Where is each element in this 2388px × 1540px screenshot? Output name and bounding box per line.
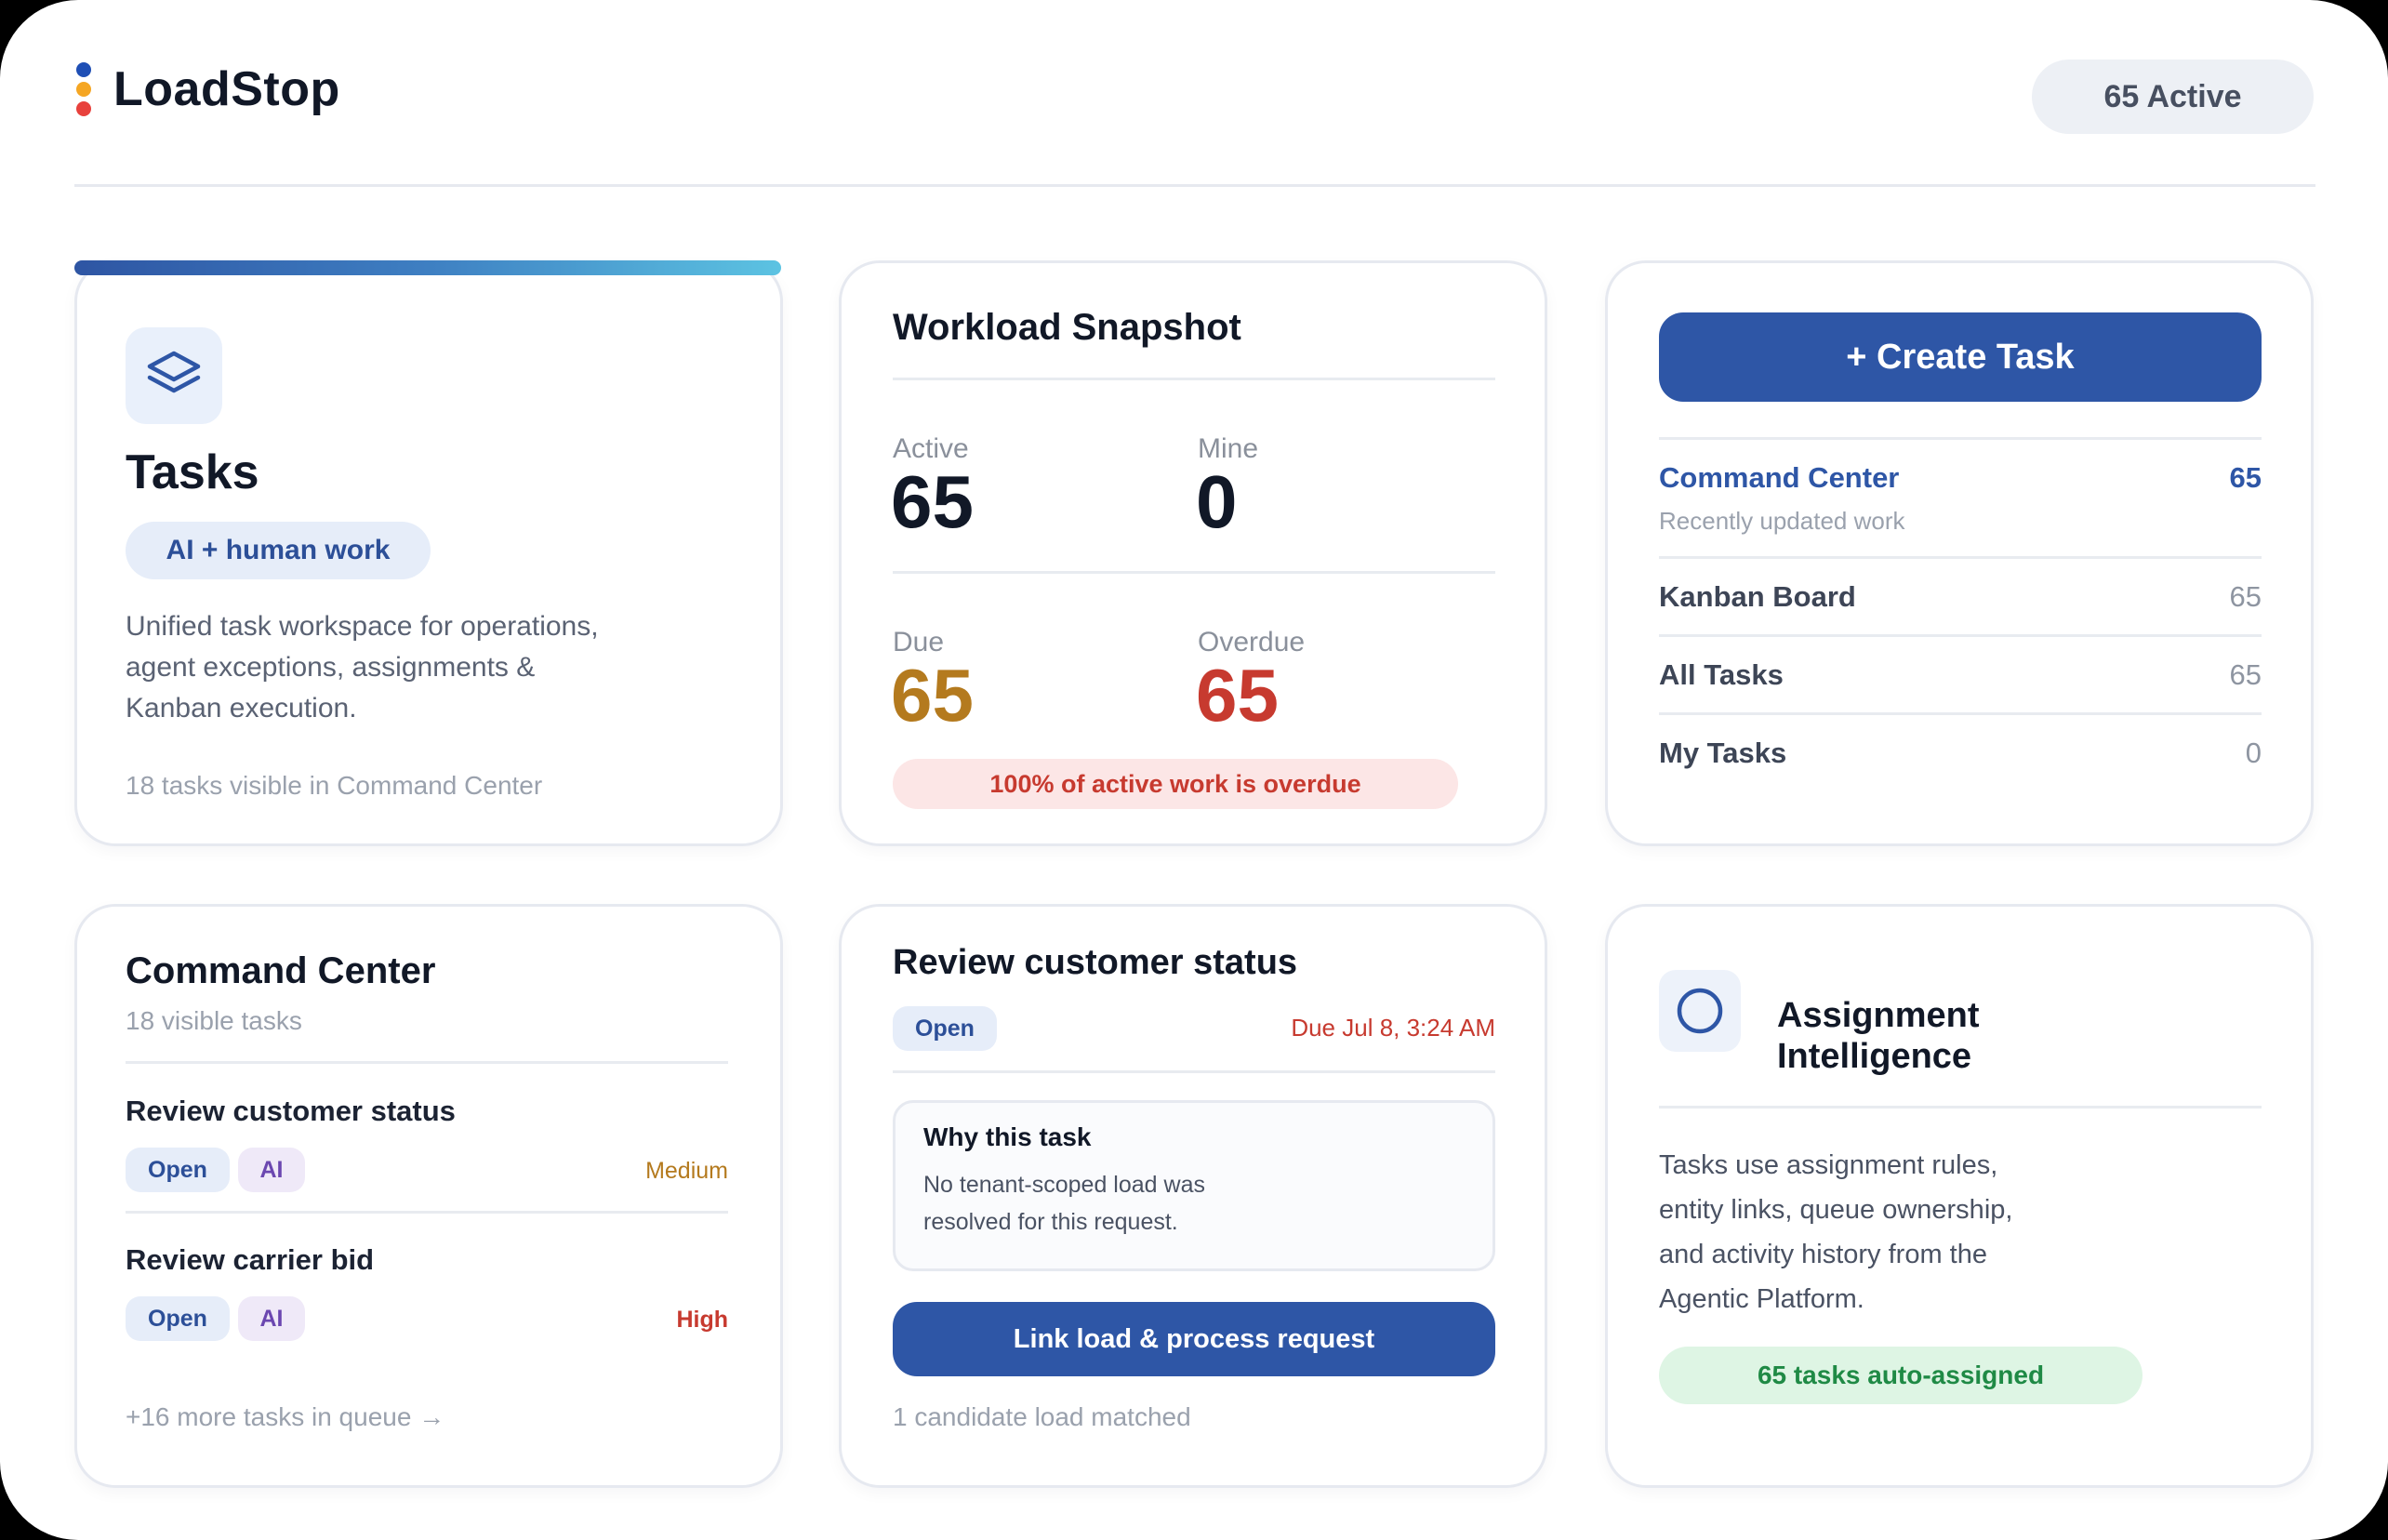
- stat-active-value: 65: [891, 460, 974, 543]
- more-tasks-link[interactable]: +16 more tasks in queue →: [126, 1402, 445, 1431]
- task-row-divider: [126, 1211, 728, 1214]
- auto-assigned-pill: 65 tasks auto-assigned: [1659, 1347, 2143, 1404]
- stat-overdue-label: Overdue: [1198, 627, 1306, 657]
- stat-active-label: Active: [893, 433, 969, 464]
- nav-item-kanban-board[interactable]: Kanban Board 65: [1659, 580, 2262, 614]
- nav-item-subtitle: Recently updated work: [1659, 507, 1905, 535]
- tasks-card-accent-bar: [74, 260, 781, 275]
- stat-mine-label: Mine: [1198, 433, 1259, 464]
- nav-item-label: Kanban Board: [1659, 580, 1856, 613]
- task-status-tag: Open: [126, 1148, 230, 1192]
- nav-item-count: 65: [2229, 461, 2262, 494]
- assignment-description: Tasks use assignment rules, entity links…: [1659, 1150, 2013, 1314]
- assignment-divider: [1659, 1106, 2262, 1109]
- nav-item-label: Command Center: [1659, 461, 1900, 494]
- nav-item-my-tasks[interactable]: My Tasks 0: [1659, 737, 2262, 770]
- task-ai-tag: AI: [238, 1148, 305, 1192]
- task-status-tag: Open: [126, 1296, 230, 1341]
- overdue-alert-pill: 100% of active work is overdue: [893, 759, 1458, 809]
- why-title: Why this task: [923, 1122, 1092, 1151]
- tasks-title: Tasks: [126, 445, 259, 499]
- nav-divider-0: [1659, 437, 2262, 440]
- tasks-description: Unified task workspace for operations, a…: [126, 611, 599, 724]
- nav-item-all-tasks[interactable]: All Tasks 65: [1659, 658, 2262, 692]
- logo-mark-icon: [76, 62, 91, 116]
- task-detail-title: Review customer status: [893, 943, 1298, 982]
- app-logo[interactable]: LoadStop: [76, 61, 340, 117]
- task-detail-divider: [893, 1070, 1495, 1073]
- logo-dot-red: [76, 101, 91, 116]
- stat-due-value: 65: [891, 654, 974, 737]
- workload-divider-mid: [893, 571, 1495, 574]
- why-this-task-box: [893, 1100, 1495, 1271]
- header-divider: [74, 184, 2315, 187]
- tasks-chip: AI + human work: [126, 522, 431, 579]
- nav-divider-1: [1659, 556, 2262, 559]
- command-center-title: Command Center: [126, 950, 436, 991]
- app-name: LoadStop: [113, 62, 340, 116]
- workload-title: Workload Snapshot: [893, 307, 1241, 348]
- nav-divider-2: [1659, 634, 2262, 637]
- assignment-title: Assignment Intelligence: [1777, 996, 1980, 1076]
- task-detail-due: Due Jul 8, 3:24 AM: [1291, 1014, 1495, 1042]
- task-priority: Medium: [645, 1158, 728, 1184]
- task-detail-status-tag: Open: [893, 1006, 997, 1051]
- task-row-title[interactable]: Review carrier bid: [126, 1243, 375, 1276]
- stat-overdue-value: 65: [1196, 654, 1279, 737]
- command-center-card: [74, 904, 783, 1488]
- task-row-title[interactable]: Review customer status: [126, 1095, 456, 1127]
- stat-mine-value: 0: [1196, 460, 1238, 543]
- logo-dot-orange: [76, 82, 91, 97]
- workload-card: [839, 260, 1547, 846]
- task-detail-footer: 1 candidate load matched: [893, 1402, 1191, 1431]
- nav-item-count: 65: [2229, 580, 2262, 613]
- tasks-footer: 18 tasks visible in Command Center: [126, 771, 543, 800]
- circle-icon: [1659, 970, 1741, 1052]
- command-center-divider: [126, 1061, 728, 1064]
- nav-item-count: 65: [2229, 658, 2262, 691]
- nav-item-label: My Tasks: [1659, 737, 1787, 769]
- nav-divider-3: [1659, 712, 2262, 715]
- workload-divider-top: [893, 378, 1495, 380]
- layers-icon: [126, 327, 222, 424]
- task-priority: High: [676, 1307, 728, 1333]
- nav-item-label: All Tasks: [1659, 658, 1784, 691]
- command-center-subtitle: 18 visible tasks: [126, 1006, 302, 1035]
- active-count-badge[interactable]: 65 Active: [2032, 60, 2314, 134]
- nav-item-count: 0: [2245, 737, 2262, 769]
- logo-dot-blue: [76, 62, 91, 77]
- task-ai-tag: AI: [238, 1296, 305, 1341]
- create-task-button[interactable]: + Create Task: [1659, 312, 2262, 402]
- why-text: No tenant-scoped load was resolved for t…: [923, 1172, 1205, 1235]
- link-load-button[interactable]: Link load & process request: [893, 1302, 1495, 1376]
- nav-item-command-center[interactable]: Command Center 65: [1659, 461, 2262, 495]
- stat-due-label: Due: [893, 627, 945, 657]
